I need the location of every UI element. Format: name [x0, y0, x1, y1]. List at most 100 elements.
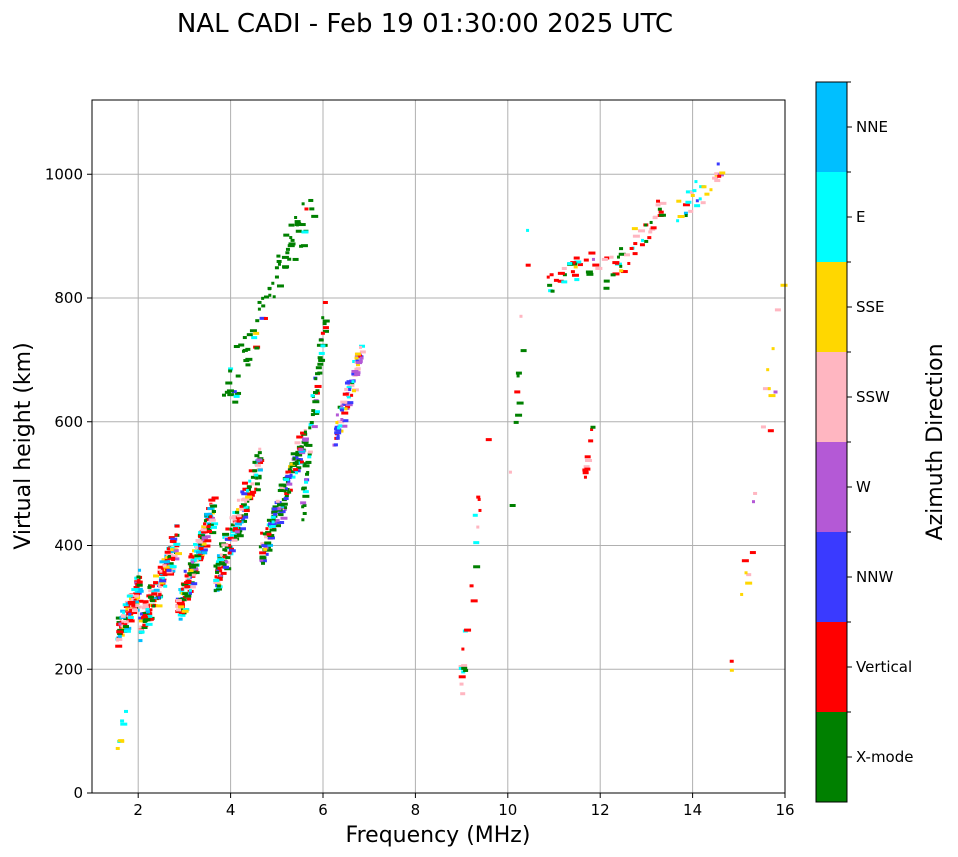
echo-point [355, 363, 360, 367]
echo-point [145, 608, 150, 612]
echo-point [574, 278, 580, 282]
echo-point [243, 515, 249, 519]
echo-point [461, 666, 468, 670]
echo-point [354, 367, 361, 371]
echo-point [244, 513, 249, 517]
echo-point [128, 612, 132, 616]
echo-point [117, 634, 122, 638]
echo-point [272, 518, 276, 522]
echo-point [132, 592, 140, 596]
colorbar-segment [816, 262, 847, 352]
echo-point [470, 599, 478, 603]
echo-point [201, 542, 207, 546]
echo-point [314, 377, 318, 381]
echo-point [166, 568, 172, 572]
echo-point [147, 585, 152, 589]
echo-point [582, 471, 589, 475]
echo-point [309, 420, 314, 424]
echo-point [159, 560, 167, 564]
echo-point [246, 333, 253, 337]
echo-point [340, 404, 344, 408]
echo-point [259, 551, 267, 555]
echo-point [342, 392, 349, 396]
echo-point [729, 668, 734, 672]
echo-point [658, 210, 664, 214]
echo-point [478, 508, 482, 512]
echo-point [245, 363, 251, 367]
echo-point [766, 368, 770, 372]
echo-point [266, 532, 272, 536]
echo-point [304, 207, 309, 211]
echo-point [196, 540, 203, 544]
echo-point [351, 380, 355, 384]
echo-point [124, 623, 128, 627]
y-tick-label: 0 [73, 784, 83, 802]
echo-point [133, 594, 139, 598]
echo-point [211, 509, 216, 513]
echo-point [204, 539, 212, 543]
echo-point [174, 533, 178, 537]
echo-point [655, 203, 661, 207]
echo-point [354, 352, 361, 356]
echo-point [308, 198, 314, 202]
echo-point [676, 199, 682, 203]
echo-point [311, 409, 316, 413]
echo-point [242, 497, 250, 501]
echo-point [603, 286, 610, 290]
echo-point [296, 435, 304, 439]
echo-point [269, 522, 277, 526]
echo-point [342, 419, 349, 423]
echo-point [119, 620, 123, 624]
echo-point [762, 387, 770, 391]
echo-point [317, 371, 323, 375]
echo-point [170, 548, 174, 552]
echo-point [222, 565, 229, 569]
echo-point [308, 426, 312, 430]
echo-point [174, 524, 180, 528]
echo-point [136, 589, 144, 593]
echo-point [610, 273, 616, 277]
y-tick-label: 800 [54, 289, 83, 307]
x-tick-label: 12 [591, 801, 610, 819]
echo-point [310, 394, 315, 398]
echo-point [318, 351, 325, 355]
echo-point [288, 242, 296, 246]
echo-point [242, 348, 248, 352]
echo-point [641, 238, 645, 242]
echo-point [188, 591, 192, 595]
echo-point [749, 551, 756, 555]
echo-point [229, 527, 233, 531]
echo-point [271, 510, 278, 514]
data-points [115, 162, 788, 750]
echo-point [689, 190, 694, 194]
echo-point [760, 425, 766, 429]
echo-point [251, 336, 258, 340]
echo-point [322, 326, 329, 330]
echo-point [200, 548, 208, 552]
echo-point [289, 470, 296, 474]
echo-point [142, 603, 149, 607]
echo-point [259, 558, 264, 562]
echo-point [163, 561, 170, 565]
echo-point [321, 316, 325, 320]
echo-point [647, 236, 652, 240]
echo-point [141, 626, 148, 630]
echo-point [211, 496, 219, 500]
echo-point [190, 558, 197, 562]
echo-point [716, 162, 720, 166]
echo-point [296, 452, 301, 456]
echo-point [283, 484, 287, 488]
echo-point [180, 613, 186, 617]
echo-point [358, 359, 363, 363]
echo-point [338, 424, 343, 428]
echo-point [203, 544, 211, 548]
echo-point [259, 316, 266, 320]
echo-point [133, 598, 137, 602]
echo-point [136, 580, 143, 584]
echo-point [525, 263, 531, 267]
echo-point [676, 219, 680, 223]
echo-point [719, 171, 726, 175]
echo-point [225, 381, 233, 385]
echo-point [222, 563, 227, 567]
echo-point [149, 599, 155, 603]
